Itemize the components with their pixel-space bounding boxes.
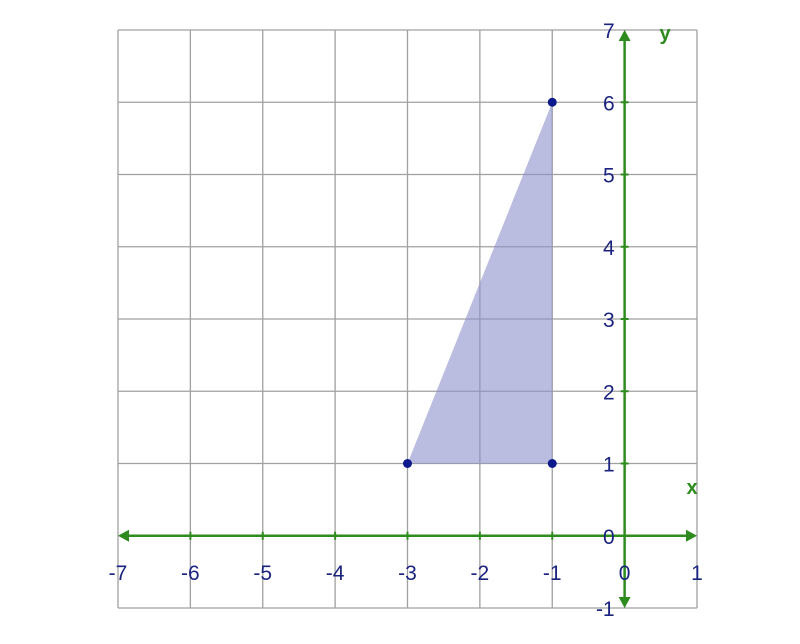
y-tick-label: 2 — [603, 381, 615, 404]
x-tick-label: -4 — [326, 562, 345, 585]
x-tick-label: 0 — [619, 562, 631, 585]
y-axis-arrow-up — [618, 30, 631, 41]
y-axis-arrow-down — [618, 597, 631, 608]
y-tick-label: 6 — [603, 92, 615, 115]
vertex-point — [547, 459, 557, 468]
vertex-point — [403, 459, 412, 468]
y-tick-label: 1 — [603, 454, 615, 477]
y-axis-label: y — [659, 23, 671, 45]
x-axis-arrow-left — [118, 529, 129, 542]
x-axis-arrow-right — [686, 529, 697, 542]
x-tick-label: -2 — [471, 562, 490, 585]
triangle-region — [407, 102, 553, 464]
x-tick-label: -7 — [109, 562, 128, 585]
x-tick-label: -3 — [398, 562, 417, 585]
x-tick-label: -1 — [543, 562, 562, 585]
x-tick-label: -6 — [181, 562, 200, 585]
vertex-points — [403, 97, 557, 468]
x-axis-label: x — [686, 477, 697, 499]
y-tick-label: -1 — [596, 598, 615, 621]
y-tick-label: 5 — [603, 165, 615, 188]
y-tick-label: 4 — [603, 237, 615, 260]
triangle-fill — [407, 102, 553, 464]
x-tick-label: -5 — [253, 562, 272, 585]
y-tick-label: 0 — [603, 526, 615, 549]
y-tick-label: 3 — [603, 309, 615, 332]
axes — [118, 30, 697, 608]
vertex-point — [547, 97, 557, 107]
x-tick-label: 1 — [691, 562, 703, 585]
y-tick-label: 7 — [603, 20, 615, 43]
